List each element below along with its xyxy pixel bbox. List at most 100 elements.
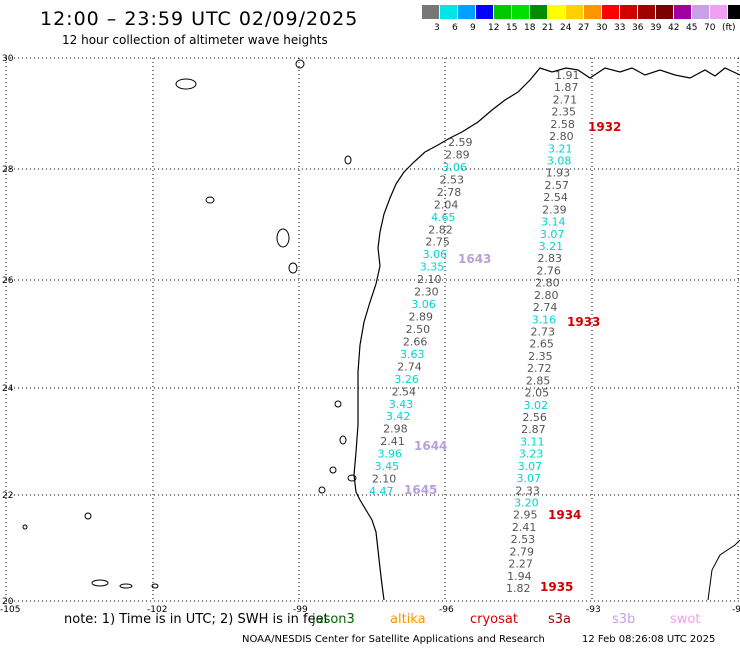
legend-swatch (692, 5, 710, 19)
legend-label: 12 (488, 23, 500, 33)
legend-label: 33 (614, 23, 626, 33)
wave-height-value: 2.59 (448, 136, 473, 149)
wave-height-value: 2.10 (372, 473, 397, 486)
legend-swatch (476, 5, 494, 19)
legend-swatch (548, 5, 566, 19)
legend-label: 9 (470, 23, 476, 33)
legend-swatch (422, 5, 440, 19)
wave-height-value: 4.65 (431, 211, 456, 224)
lake-outline (295, 59, 305, 69)
wave-height-value: 2.54 (392, 385, 417, 398)
satellite-name: jason3 (312, 612, 355, 627)
lake-outline (276, 228, 290, 248)
wave-height-value: 2.83 (538, 252, 563, 265)
wave-height-value: 2.98 (383, 423, 408, 436)
wave-height-value: 2.95 (513, 509, 538, 522)
pass-time-label: 1645 (404, 483, 437, 497)
wave-height-value: 2.27 (508, 558, 533, 571)
pass-time-label: 1932 (588, 120, 621, 134)
pass-time-label: 1933 (567, 315, 600, 329)
wave-height-value: 2.50 (406, 323, 431, 336)
lake-outline (91, 579, 109, 587)
lake-outline (334, 400, 342, 408)
wave-height-value: 3.06 (411, 298, 436, 311)
lake-outline (318, 486, 326, 494)
wave-height-value: 3.35 (420, 261, 445, 274)
pass-time-label: 1643 (458, 252, 491, 266)
wave-height-value: 3.20 (514, 497, 539, 510)
lake-outline (288, 262, 298, 274)
wave-height-value: 3.63 (400, 348, 425, 361)
wave-height-value: 2.58 (550, 118, 575, 131)
legend-label: 3 (434, 23, 440, 33)
lon-tick-label: -99 (293, 605, 308, 615)
legend-swatch (656, 5, 674, 19)
legend-label: 42 (668, 23, 680, 33)
wave-height-value: 2.53 (440, 173, 465, 186)
lon-tick-label: -96 (439, 605, 454, 615)
footnote: note: 1) Time is in UTC; 2) SWH is in fe… (64, 612, 329, 627)
wave-height-value: 2.80 (534, 289, 559, 302)
lon-tick-label: -102 (147, 605, 167, 615)
lat-tick-label: 28 (2, 165, 14, 175)
lake-outline (347, 474, 357, 482)
legend-swatch (440, 5, 458, 19)
wave-height-value: 2.53 (511, 533, 535, 546)
wave-height-value: 3.45 (375, 460, 400, 473)
wave-height-value: 2.65 (529, 338, 554, 351)
wave-height-value: 2.85 (526, 374, 551, 387)
gulf-coastline (353, 67, 740, 601)
wave-height-value: 3.96 (377, 448, 402, 461)
lake-outline (22, 524, 28, 530)
wave-height-value: 3.43 (389, 398, 414, 411)
wave-height-value: 2.73 (531, 326, 556, 339)
wave-height-value: 2.66 (403, 335, 428, 348)
color-legend-labels: 3 6 9 12 15 18 21 24 27 30 33 36 39 42 45 70 (ft) (422, 23, 740, 35)
wave-height-value: 3.26 (394, 373, 419, 386)
legend-swatch (710, 5, 728, 19)
legend-label: (ft) (722, 23, 736, 33)
legend-label: 15 (506, 23, 518, 33)
wave-height-value: 2.56 (522, 411, 547, 424)
generated-date: 12 Feb 08:26:08 UTC 2025 (582, 634, 716, 645)
legend-label: 21 (542, 23, 554, 33)
legend-label: 36 (632, 23, 644, 33)
wave-height-value: 2.35 (552, 106, 577, 119)
wave-height-value: 2.76 (536, 264, 561, 277)
legend-label: 39 (650, 23, 662, 33)
wave-height-value: 3.42 (386, 410, 411, 423)
wave-height-value: 3.07 (540, 228, 565, 241)
wave-height-value: 2.30 (414, 286, 439, 299)
legend-swatch (674, 5, 692, 19)
wave-height-value: 3.16 (532, 313, 557, 326)
wave-height-value: 1.87 (554, 81, 579, 94)
wave-height-value: 1.91 (555, 69, 580, 82)
wave-height-value: 3.14 (541, 216, 566, 229)
wave-height-value: 2.54 (543, 191, 568, 204)
pass-time-labels: 1643 1644 1645 1932 1933 1934 1935 (404, 120, 621, 594)
satellite-name: s3b (612, 612, 636, 627)
wave-height-value: 2.33 (515, 484, 540, 497)
wave-height-value: 2.89 (445, 148, 470, 161)
axis-labels: -105 -102 -99 -96 -93 -90 30 28 26 24 22 20 (0, 54, 740, 615)
lake-outline (205, 196, 215, 204)
wave-height-value: 2.72 (527, 362, 552, 375)
wave-height-value: 2.79 (510, 545, 535, 558)
wave-height-value: 3.06 (423, 248, 448, 261)
wave-height-value: 3.07 (517, 472, 542, 485)
lake-outline (84, 512, 92, 520)
wave-height-value: 3.08 (547, 155, 572, 168)
legend-swatch (494, 5, 512, 19)
lake-outline (344, 155, 352, 165)
yucatan-coastline (707, 539, 740, 601)
legend-swatch (566, 5, 584, 19)
wave-height-value: 3.11 (520, 435, 545, 448)
legend-swatch (602, 5, 620, 19)
map-title: 12:00 – 23:59 UTC 02/09/2025 (40, 8, 359, 30)
satellite-name: s3a (548, 612, 572, 627)
wave-height-value: 2.57 (545, 179, 570, 192)
wave-height-value: 2.04 (434, 198, 459, 211)
legend-swatch (458, 5, 476, 19)
legend-label: 24 (560, 23, 572, 33)
wave-height-value: 2.10 (417, 273, 442, 286)
